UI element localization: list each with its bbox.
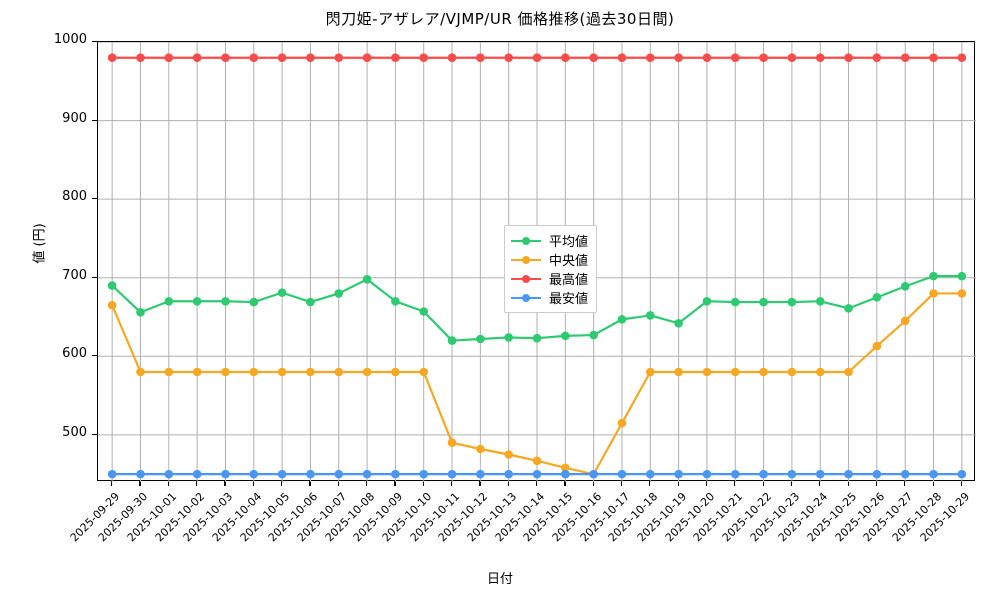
x-tick-mark bbox=[705, 481, 708, 486]
legend-swatch-icon bbox=[511, 291, 541, 305]
y-tick-label: 600 bbox=[62, 346, 87, 362]
x-tick-mark bbox=[281, 481, 283, 486]
x-tick-mark bbox=[592, 481, 594, 486]
x-tick-mark bbox=[394, 481, 396, 486]
x-tick-mark bbox=[819, 481, 821, 486]
legend-swatch-icon bbox=[511, 272, 541, 286]
legend-swatch-icon bbox=[511, 234, 541, 248]
legend-item-3[interactable]: 最安値 bbox=[511, 288, 588, 307]
legend-label: 最高値 bbox=[549, 273, 589, 288]
x-tick-mark bbox=[366, 481, 368, 486]
x-tick-mark bbox=[451, 481, 453, 486]
x-tick-mark bbox=[620, 481, 623, 486]
x-tick-mark bbox=[139, 481, 141, 486]
y-tick-label: 700 bbox=[62, 267, 87, 283]
x-tick-mark bbox=[649, 481, 651, 486]
x-tick-mark bbox=[309, 481, 311, 486]
x-tick-mark bbox=[252, 481, 254, 486]
series-lines bbox=[107, 53, 967, 479]
x-tick-mark bbox=[790, 481, 793, 486]
x-tick-mark bbox=[111, 481, 113, 486]
x-tick-mark bbox=[904, 481, 906, 486]
x-tick-mark bbox=[762, 481, 764, 486]
series-3 bbox=[107, 469, 967, 479]
y-tick-label: 900 bbox=[62, 110, 87, 126]
x-tick-mark bbox=[677, 481, 679, 486]
legend-label: 平均値 bbox=[549, 235, 589, 250]
y-tick-mark bbox=[92, 119, 97, 121]
x-tick-mark bbox=[422, 481, 424, 486]
x-tick-mark bbox=[875, 481, 878, 486]
legend-label: 最安値 bbox=[549, 292, 589, 307]
legend-item-2[interactable]: 最高値 bbox=[511, 269, 588, 288]
y-tick-mark bbox=[92, 198, 97, 200]
legend-swatch-icon bbox=[511, 253, 541, 267]
x-tick-mark bbox=[507, 481, 509, 486]
legend-item-1[interactable]: 中央値 bbox=[511, 250, 588, 269]
y-tick-label: 800 bbox=[62, 189, 87, 205]
x-tick-mark bbox=[960, 481, 963, 486]
x-tick-mark bbox=[224, 481, 226, 486]
series-2 bbox=[107, 53, 967, 63]
x-tick-mark bbox=[337, 481, 339, 486]
legend-label: 中央値 bbox=[549, 254, 589, 269]
x-tick-mark bbox=[564, 481, 566, 486]
legend-item-0[interactable]: 平均値 bbox=[511, 231, 588, 250]
series-1 bbox=[107, 289, 967, 479]
chart-legend: 平均値中央値最高値最安値 bbox=[504, 225, 598, 313]
x-axis-label: 日付 bbox=[486, 572, 513, 587]
chart-title: 閃刀姫-アザレア/VJMP/UR 価格推移(過去30日間) bbox=[325, 10, 675, 28]
y-tick-label: 500 bbox=[62, 424, 87, 440]
x-tick-mark bbox=[734, 481, 736, 486]
x-tick-mark bbox=[536, 481, 538, 486]
y-tick-mark bbox=[92, 41, 97, 43]
x-tick-mark bbox=[479, 481, 481, 486]
y-tick-mark bbox=[92, 355, 97, 357]
y-tick-label: 1000 bbox=[53, 32, 87, 47]
x-tick-mark bbox=[932, 481, 934, 486]
x-tick-mark bbox=[847, 481, 849, 486]
grid-lines bbox=[98, 42, 976, 482]
x-tick-mark bbox=[167, 481, 169, 486]
series-0 bbox=[107, 271, 967, 345]
x-tick-mark bbox=[196, 481, 198, 486]
y-tick-mark bbox=[92, 433, 97, 436]
y-tick-mark bbox=[92, 276, 97, 278]
